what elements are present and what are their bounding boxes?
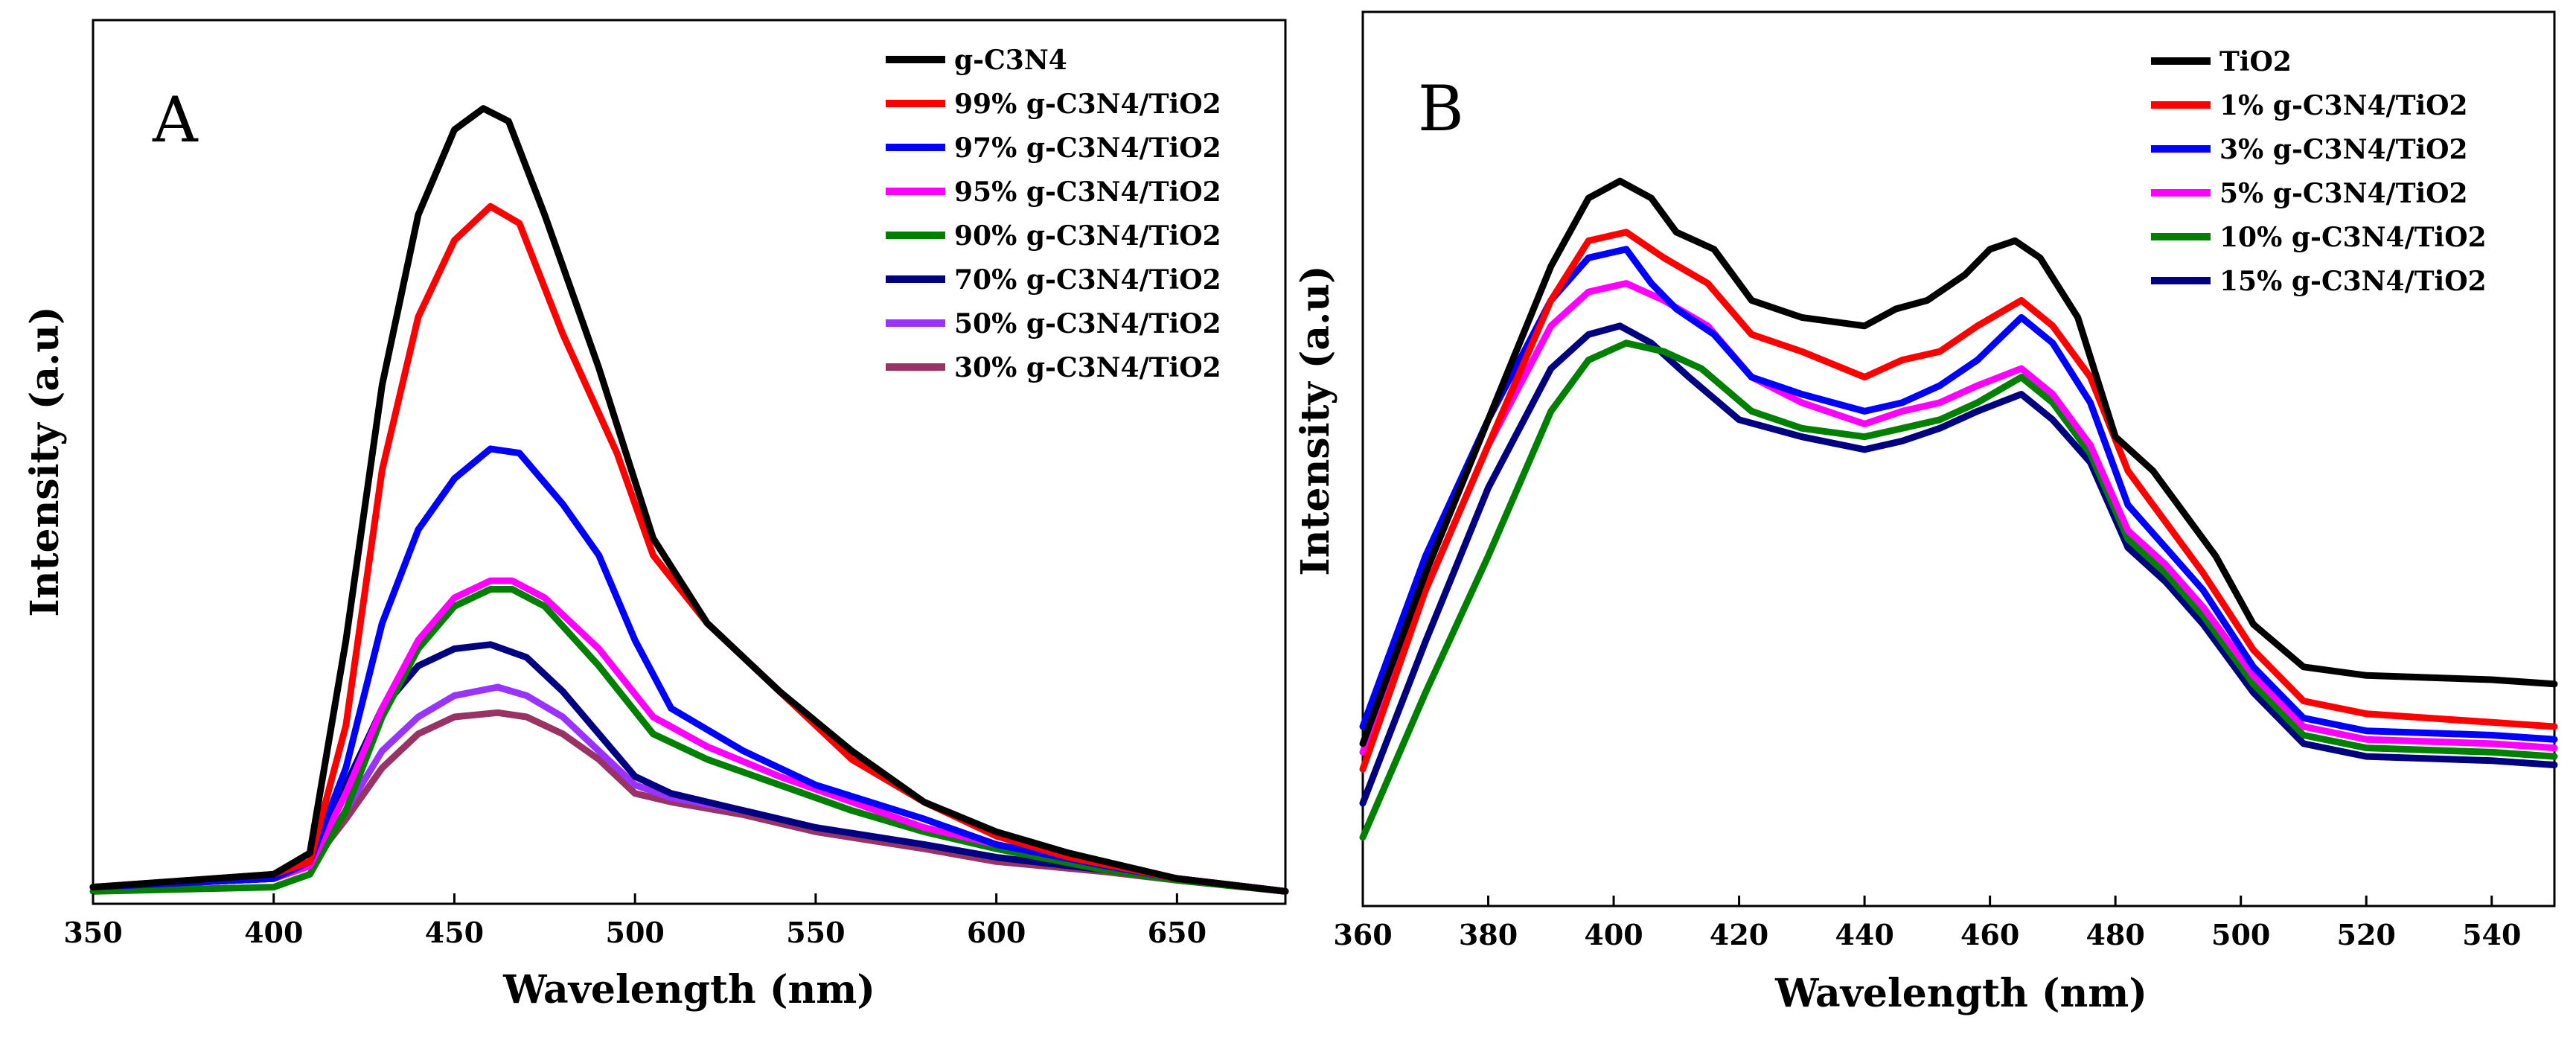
panel-b-series-line-3 [1359,280,2558,756]
panel-b-x-tick-label-5: 460 [1960,918,2019,951]
panel-b-y-axis-title: Intensity (a.u) [1293,265,1338,575]
panel-a-letter: A [152,83,199,156]
panel-a-x-axis-title: Wavelength (nm) [502,967,875,1012]
panel-a-x-tick-label-0: 350 [63,916,122,949]
panel-b-x-tick-label-7: 500 [2211,918,2270,951]
panel-a-series-line-0 [89,105,1289,895]
panel-b-letter: B [1418,72,1464,145]
panel-b-legend-label-1: 1% g-C3N4/TiO2 [2219,90,2468,121]
panel-b-x-tick-label-8: 520 [2337,918,2396,951]
panel-b-x-tick-label-0: 360 [1333,918,1392,951]
panel-a-series-line-2 [89,445,1289,895]
panel-b-legend-label-4: 10% g-C3N4/TiO2 [2219,222,2487,253]
panel-b-x-tick-label-9: 540 [2462,918,2521,951]
panel-a-series-group [89,105,1289,895]
panel-a-legend-label-1: 99% g-C3N4/TiO2 [954,89,1221,120]
panel-b-x-ticks: 360 380 400 420 440 460 480 500 520 540 [1333,896,2521,951]
panel-b-series-line-2 [1359,246,2558,743]
panel-a-legend-label-5: 70% g-C3N4/TiO2 [954,264,1221,296]
panel-b-x-tick-label-1: 380 [1459,918,1518,951]
panel-b-x-tick-label-2: 400 [1584,918,1643,951]
panel-a-series-line-7 [89,709,1289,895]
panel-a-x-tick-label-3: 500 [606,916,665,949]
panel-a-legend-label-3: 95% g-C3N4/TiO2 [954,176,1221,208]
panel-b-frame [1361,10,2556,908]
panel-b-series-line-0 [1359,177,2558,747]
panel-a-legend-label-0: g-C3N4 [954,45,1067,76]
panel-a-x-tick-label-6: 650 [1148,916,1206,949]
panel-b-legend-label-0: TiO2 [2219,46,2292,77]
panel-a-x-ticks: 350 400 450 500 550 600 650 [63,893,1206,949]
panel-b-series-line-1 [1359,229,2558,773]
panel-b-legend-label-5: 15% g-C3N4/TiO2 [2219,266,2487,297]
panel-b-series-group [1359,177,2558,841]
panel-a-legend: g-C3N4 99% g-C3N4/TiO2 97% g-C3N4/TiO2 95% … [886,45,1221,383]
panel-a-y-axis-title: Intensity (a.u) [22,306,68,616]
panel-a-x-tick-label-4: 550 [786,916,845,949]
panel-b-x-tick-label-4: 440 [1835,918,1893,951]
panel-b-series-line-5 [1359,322,2558,807]
panel-a-legend-label-2: 97% g-C3N4/TiO2 [954,133,1221,164]
panel-b-x-axis-title: Wavelength (nm) [1774,971,2147,1016]
panel-b-legend: TiO2 1% g-C3N4/TiO2 3% g-C3N4/TiO2 5% g-C3N… [2151,46,2487,297]
panel-b-series-line-4 [1359,339,2558,841]
panel-a: 350 400 450 500 550 600 650 A Wavelength (nm) … [22,19,1289,1012]
panel-a-legend-label-7: 30% g-C3N4/TiO2 [954,352,1221,383]
panel-a-series-line-5 [89,641,1289,895]
panel-b-legend-label-2: 3% g-C3N4/TiO2 [2219,134,2468,165]
panel-b-x-tick-label-6: 480 [2086,918,2144,951]
panel-a-x-tick-label-2: 450 [425,916,484,949]
panel-a-series-line-4 [89,586,1289,895]
panel-b: 360 380 400 420 440 460 480 500 520 540 B Wavelen… [1293,10,2558,1016]
panel-a-legend-label-6: 50% g-C3N4/TiO2 [954,308,1221,339]
panel-a-x-tick-label-5: 600 [967,916,1026,949]
panel-a-legend-label-4: 90% g-C3N4/TiO2 [954,220,1221,252]
panel-a-frame [92,19,1287,905]
panel-a-series-line-3 [89,577,1289,895]
panel-b-x-tick-label-3: 420 [1710,918,1768,951]
panel-a-x-tick-label-1: 400 [244,916,303,949]
panel-b-legend-label-3: 5% g-C3N4/TiO2 [2219,178,2468,209]
